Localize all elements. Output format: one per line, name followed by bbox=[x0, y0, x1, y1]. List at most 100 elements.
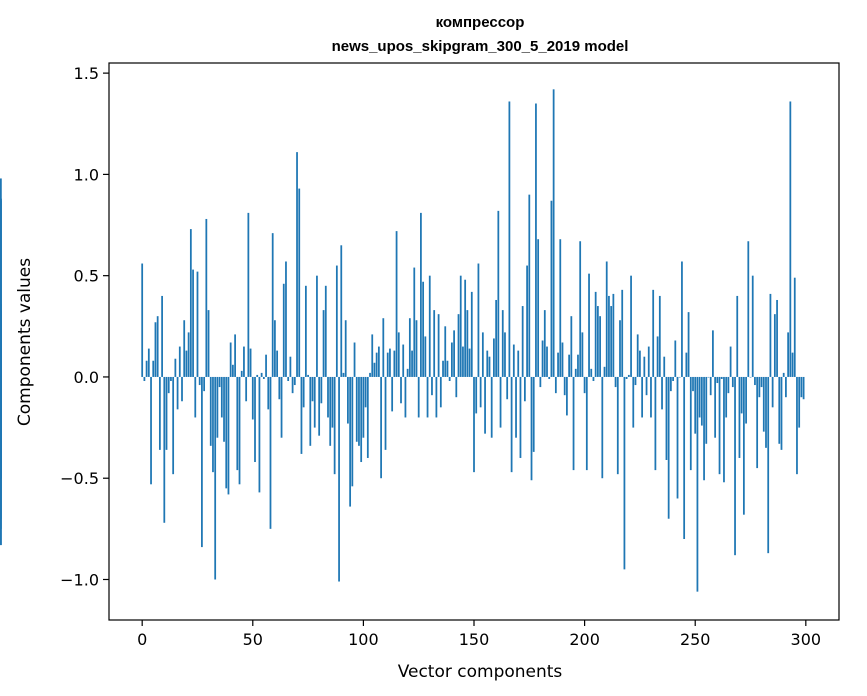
bar bbox=[176, 376, 179, 410]
bar bbox=[468, 348, 471, 377]
bar bbox=[486, 350, 489, 377]
bar bbox=[588, 273, 590, 377]
bar bbox=[751, 275, 754, 377]
bar bbox=[621, 289, 624, 377]
bar bbox=[696, 376, 699, 592]
x-tick-label: 300 bbox=[791, 630, 822, 649]
bar bbox=[251, 376, 254, 420]
bar bbox=[479, 376, 482, 408]
bar bbox=[0, 198, 2, 377]
bar bbox=[581, 332, 584, 377]
bar bbox=[636, 334, 639, 377]
bar bbox=[672, 376, 674, 381]
bar bbox=[152, 360, 155, 377]
bar bbox=[528, 194, 531, 377]
bar bbox=[344, 320, 347, 377]
bar bbox=[754, 376, 756, 386]
bar bbox=[550, 200, 553, 377]
bar bbox=[647, 346, 650, 377]
bar bbox=[380, 376, 382, 479]
bar bbox=[557, 352, 559, 377]
bar bbox=[729, 346, 732, 377]
bar bbox=[490, 376, 493, 438]
bar bbox=[446, 360, 449, 377]
bar bbox=[720, 376, 723, 379]
bar bbox=[769, 293, 772, 377]
bar bbox=[599, 316, 601, 377]
bar bbox=[683, 376, 686, 539]
bar bbox=[271, 233, 274, 377]
bar bbox=[431, 376, 433, 396]
bar bbox=[267, 376, 270, 410]
bar bbox=[205, 218, 208, 377]
bar bbox=[194, 376, 197, 418]
bar bbox=[147, 348, 150, 377]
bar bbox=[353, 342, 356, 377]
bar bbox=[577, 354, 579, 377]
bar bbox=[727, 376, 730, 394]
bar bbox=[426, 376, 429, 418]
bar bbox=[161, 295, 163, 377]
bar bbox=[285, 261, 287, 377]
bar bbox=[209, 376, 212, 446]
bar bbox=[433, 310, 436, 377]
bar bbox=[406, 368, 409, 377]
bar bbox=[172, 376, 175, 475]
bar bbox=[645, 376, 648, 396]
bar bbox=[612, 293, 615, 377]
bar bbox=[274, 320, 276, 377]
bar bbox=[287, 376, 290, 381]
bar bbox=[435, 376, 438, 418]
bar bbox=[512, 344, 515, 377]
bar bbox=[603, 366, 606, 377]
bar bbox=[402, 344, 405, 377]
bar bbox=[442, 360, 444, 377]
bar bbox=[760, 376, 763, 388]
bar bbox=[765, 376, 767, 448]
bar bbox=[201, 376, 203, 548]
bar bbox=[523, 376, 526, 402]
chart-title: компрессор bbox=[436, 14, 525, 31]
bar bbox=[663, 356, 666, 377]
bar bbox=[477, 263, 480, 377]
bar bbox=[652, 289, 655, 377]
bar bbox=[276, 350, 279, 377]
bar bbox=[718, 376, 721, 475]
bar bbox=[475, 376, 478, 414]
bar bbox=[689, 376, 692, 471]
bar bbox=[163, 376, 166, 523]
bar bbox=[776, 299, 778, 377]
y-tick-label: 1.5 bbox=[74, 64, 99, 83]
bar bbox=[351, 376, 354, 487]
bar bbox=[278, 376, 281, 400]
bar bbox=[455, 376, 458, 398]
bar bbox=[639, 350, 641, 377]
plot-frame bbox=[108, 62, 840, 621]
bar bbox=[736, 295, 739, 377]
bar bbox=[714, 376, 717, 438]
bar bbox=[391, 376, 394, 412]
bar bbox=[347, 376, 349, 424]
bar bbox=[515, 376, 517, 438]
bar bbox=[687, 312, 690, 377]
x-tick-label: 50 bbox=[243, 630, 263, 649]
bar bbox=[220, 376, 223, 418]
bar bbox=[519, 376, 522, 458]
bar bbox=[762, 376, 765, 432]
bar bbox=[183, 320, 186, 377]
bar bbox=[470, 291, 473, 377]
bar bbox=[437, 314, 440, 377]
bar bbox=[488, 356, 491, 377]
bar bbox=[570, 316, 573, 377]
bar bbox=[493, 338, 495, 377]
bar bbox=[594, 291, 597, 377]
x-axis-label: Vector components bbox=[398, 662, 563, 682]
bar bbox=[669, 376, 672, 392]
bars-group bbox=[0, 89, 805, 592]
bar bbox=[459, 275, 462, 377]
bar bbox=[572, 376, 575, 471]
bar bbox=[678, 376, 681, 378]
bar bbox=[223, 376, 225, 442]
bar bbox=[439, 376, 442, 408]
bar bbox=[422, 281, 425, 377]
